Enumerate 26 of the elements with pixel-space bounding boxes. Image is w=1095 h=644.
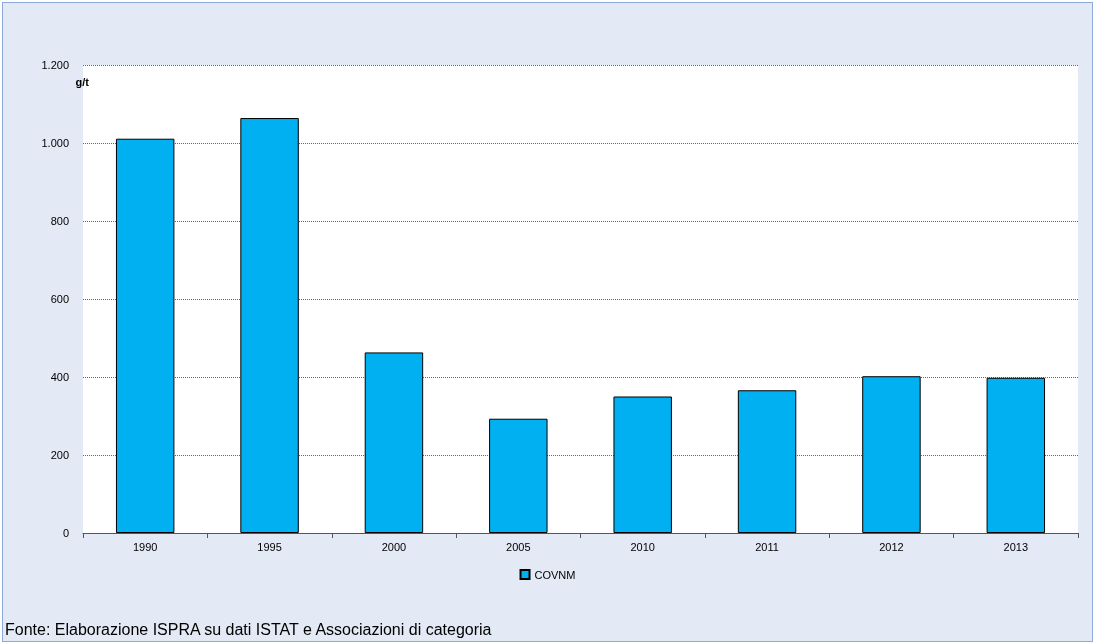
y-tick-label: 800 — [50, 215, 69, 227]
x-tick-label: 1995 — [257, 540, 282, 553]
y-tick-label: 200 — [50, 449, 69, 461]
bar — [862, 376, 921, 533]
bar — [489, 418, 548, 533]
x-tick-label: 2000 — [381, 540, 407, 553]
y-tick-label: 400 — [50, 371, 69, 383]
y-axis-title: g/t — [75, 75, 90, 88]
x-tick-label: 2005 — [506, 540, 531, 553]
x-tick-label: 1990 — [132, 540, 158, 553]
x-tick-label: 2011 — [755, 540, 779, 553]
bar — [115, 138, 175, 533]
y-tick-label: 600 — [50, 293, 69, 305]
bar — [737, 390, 797, 533]
x-tick-label: 2012 — [879, 540, 904, 553]
source-note: Fonte: Elaborazione ISPRA su dati ISTAT e Associazioni di categoria — [5, 620, 492, 638]
y-tick-label: 1.000 — [41, 137, 69, 149]
bar — [613, 396, 672, 533]
bar — [240, 118, 299, 533]
legend-label: COVNM — [534, 568, 576, 581]
x-tick-label: 2013 — [1003, 540, 1029, 553]
x-tick-label: 2010 — [630, 540, 655, 553]
bar — [364, 352, 424, 533]
y-tick-label: 0 — [62, 527, 69, 539]
bar — [986, 377, 1046, 533]
y-tick-label: 1.200 — [41, 59, 69, 71]
